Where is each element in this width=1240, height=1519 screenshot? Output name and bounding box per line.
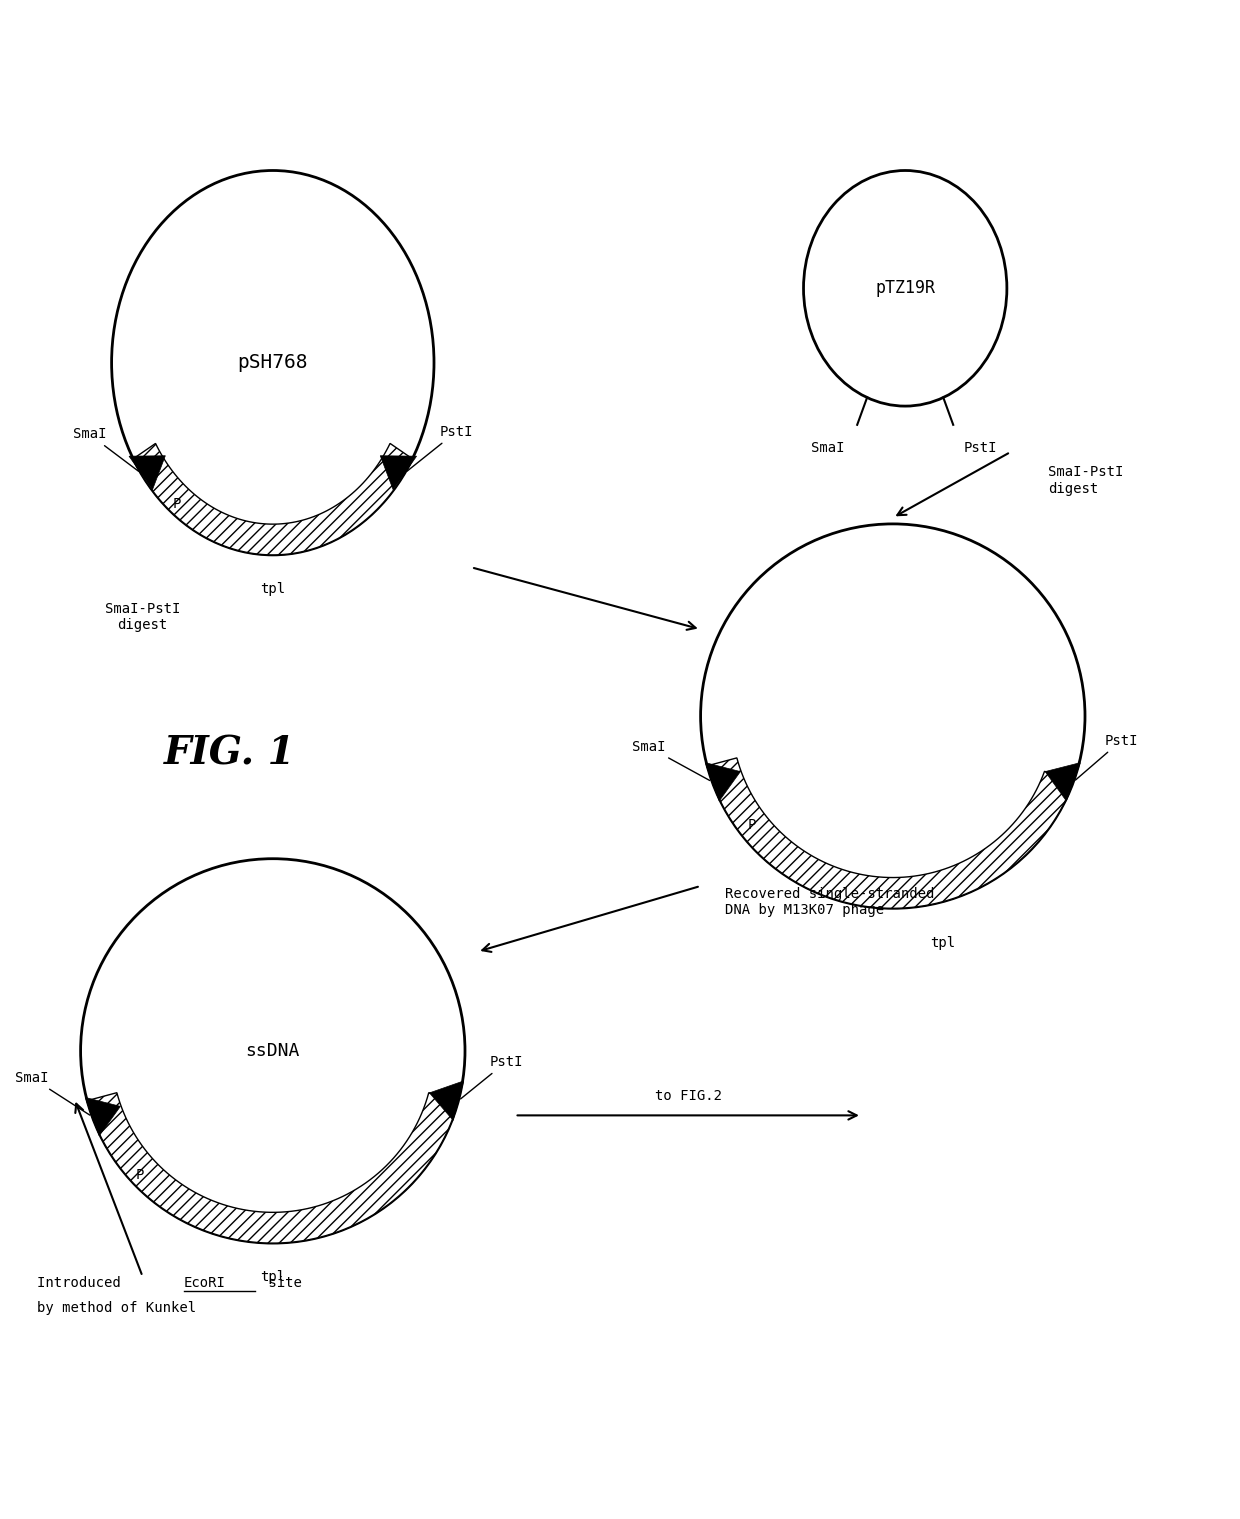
Polygon shape xyxy=(86,1097,120,1136)
Text: SmaI-PstI
digest: SmaI-PstI digest xyxy=(105,602,180,632)
Text: P: P xyxy=(172,497,181,510)
Text: by method of Kunkel: by method of Kunkel xyxy=(37,1300,196,1314)
Text: SmaI-PstI
digest: SmaI-PstI digest xyxy=(1048,465,1123,495)
Text: Recovered single-stranded
DNA by M13K07 phage: Recovered single-stranded DNA by M13K07 … xyxy=(725,887,935,917)
Polygon shape xyxy=(381,456,417,489)
Text: ssDNA: ssDNA xyxy=(246,1042,300,1060)
Text: PstI: PstI xyxy=(460,1054,523,1098)
Text: Introduced: Introduced xyxy=(37,1276,129,1290)
Text: P: P xyxy=(136,1168,144,1182)
Polygon shape xyxy=(706,763,740,801)
Text: SmaI: SmaI xyxy=(15,1071,89,1115)
Text: P: P xyxy=(748,817,756,832)
Text: PstI: PstI xyxy=(1075,734,1138,781)
Polygon shape xyxy=(87,1092,459,1243)
Polygon shape xyxy=(133,444,413,554)
Text: FIG. 1: FIG. 1 xyxy=(164,734,295,772)
Polygon shape xyxy=(129,456,165,489)
Text: to FIG.2: to FIG.2 xyxy=(655,1089,722,1103)
Text: tpl: tpl xyxy=(930,936,955,949)
Polygon shape xyxy=(429,1082,464,1121)
Text: PstI: PstI xyxy=(407,425,474,471)
Text: tpl: tpl xyxy=(260,582,285,595)
Text: SmaI: SmaI xyxy=(631,740,709,781)
Polygon shape xyxy=(1045,763,1080,801)
Text: PstI: PstI xyxy=(963,441,997,454)
Text: SmaI: SmaI xyxy=(73,427,139,471)
Polygon shape xyxy=(707,758,1074,908)
Text: SmaI: SmaI xyxy=(811,441,844,454)
Text: pSH768: pSH768 xyxy=(238,354,308,372)
Text: EcoRI: EcoRI xyxy=(184,1276,226,1290)
Text: pTZ19R: pTZ19R xyxy=(875,279,935,298)
Text: tpl: tpl xyxy=(260,1270,285,1285)
Text: site: site xyxy=(260,1276,303,1290)
